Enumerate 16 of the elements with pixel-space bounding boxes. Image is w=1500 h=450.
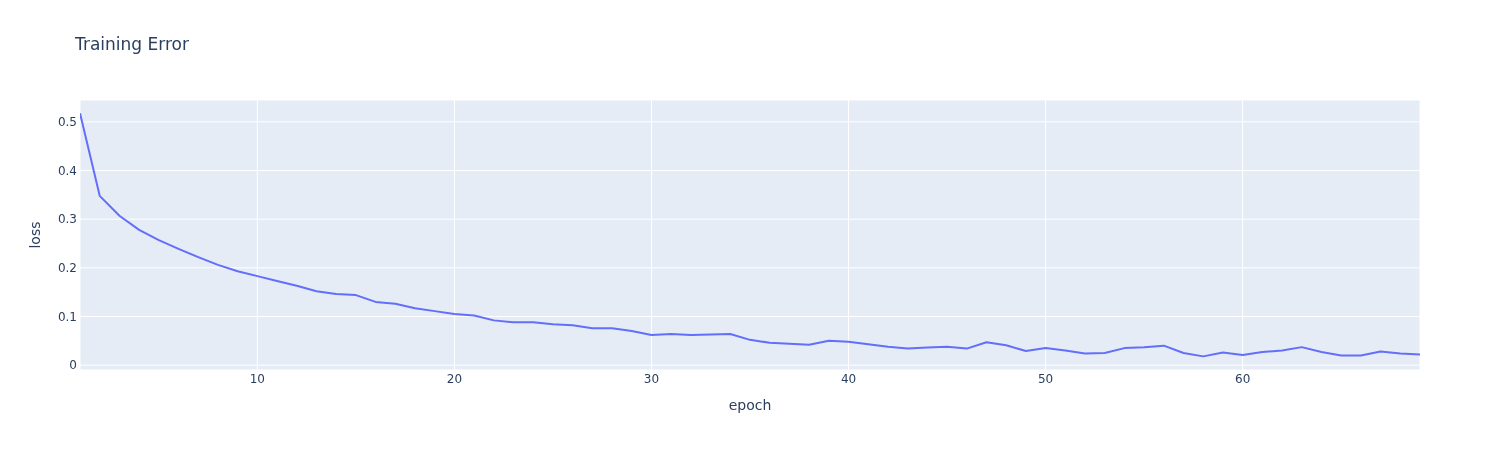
y-tick-label: 0.4 (57, 163, 77, 178)
chart-title: Training Error (75, 33, 189, 55)
y-tick-label: 0.2 (57, 261, 77, 276)
y-tick-label: 0.3 (57, 212, 77, 227)
x-tick-label: 40 (840, 371, 857, 386)
x-tick-label: 10 (249, 371, 265, 386)
x-tick-label: 30 (643, 371, 660, 386)
y-tick-label: 0.5 (57, 115, 77, 130)
x-tick-label: 60 (1235, 371, 1251, 386)
x-tick-label: 50 (1037, 371, 1054, 386)
y-axis-title: loss (26, 221, 43, 249)
x-axis-title: epoch (728, 397, 772, 413)
x-tick-label: 20 (446, 371, 463, 386)
y-tick-label: 0.1 (57, 309, 77, 324)
y-tick-label: 0 (69, 358, 77, 373)
line-series (80, 112, 1420, 358)
